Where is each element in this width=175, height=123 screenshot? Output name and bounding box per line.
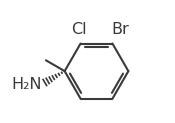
Text: Cl: Cl <box>72 22 87 37</box>
Text: H₂N: H₂N <box>11 77 42 92</box>
Text: Br: Br <box>111 22 129 37</box>
